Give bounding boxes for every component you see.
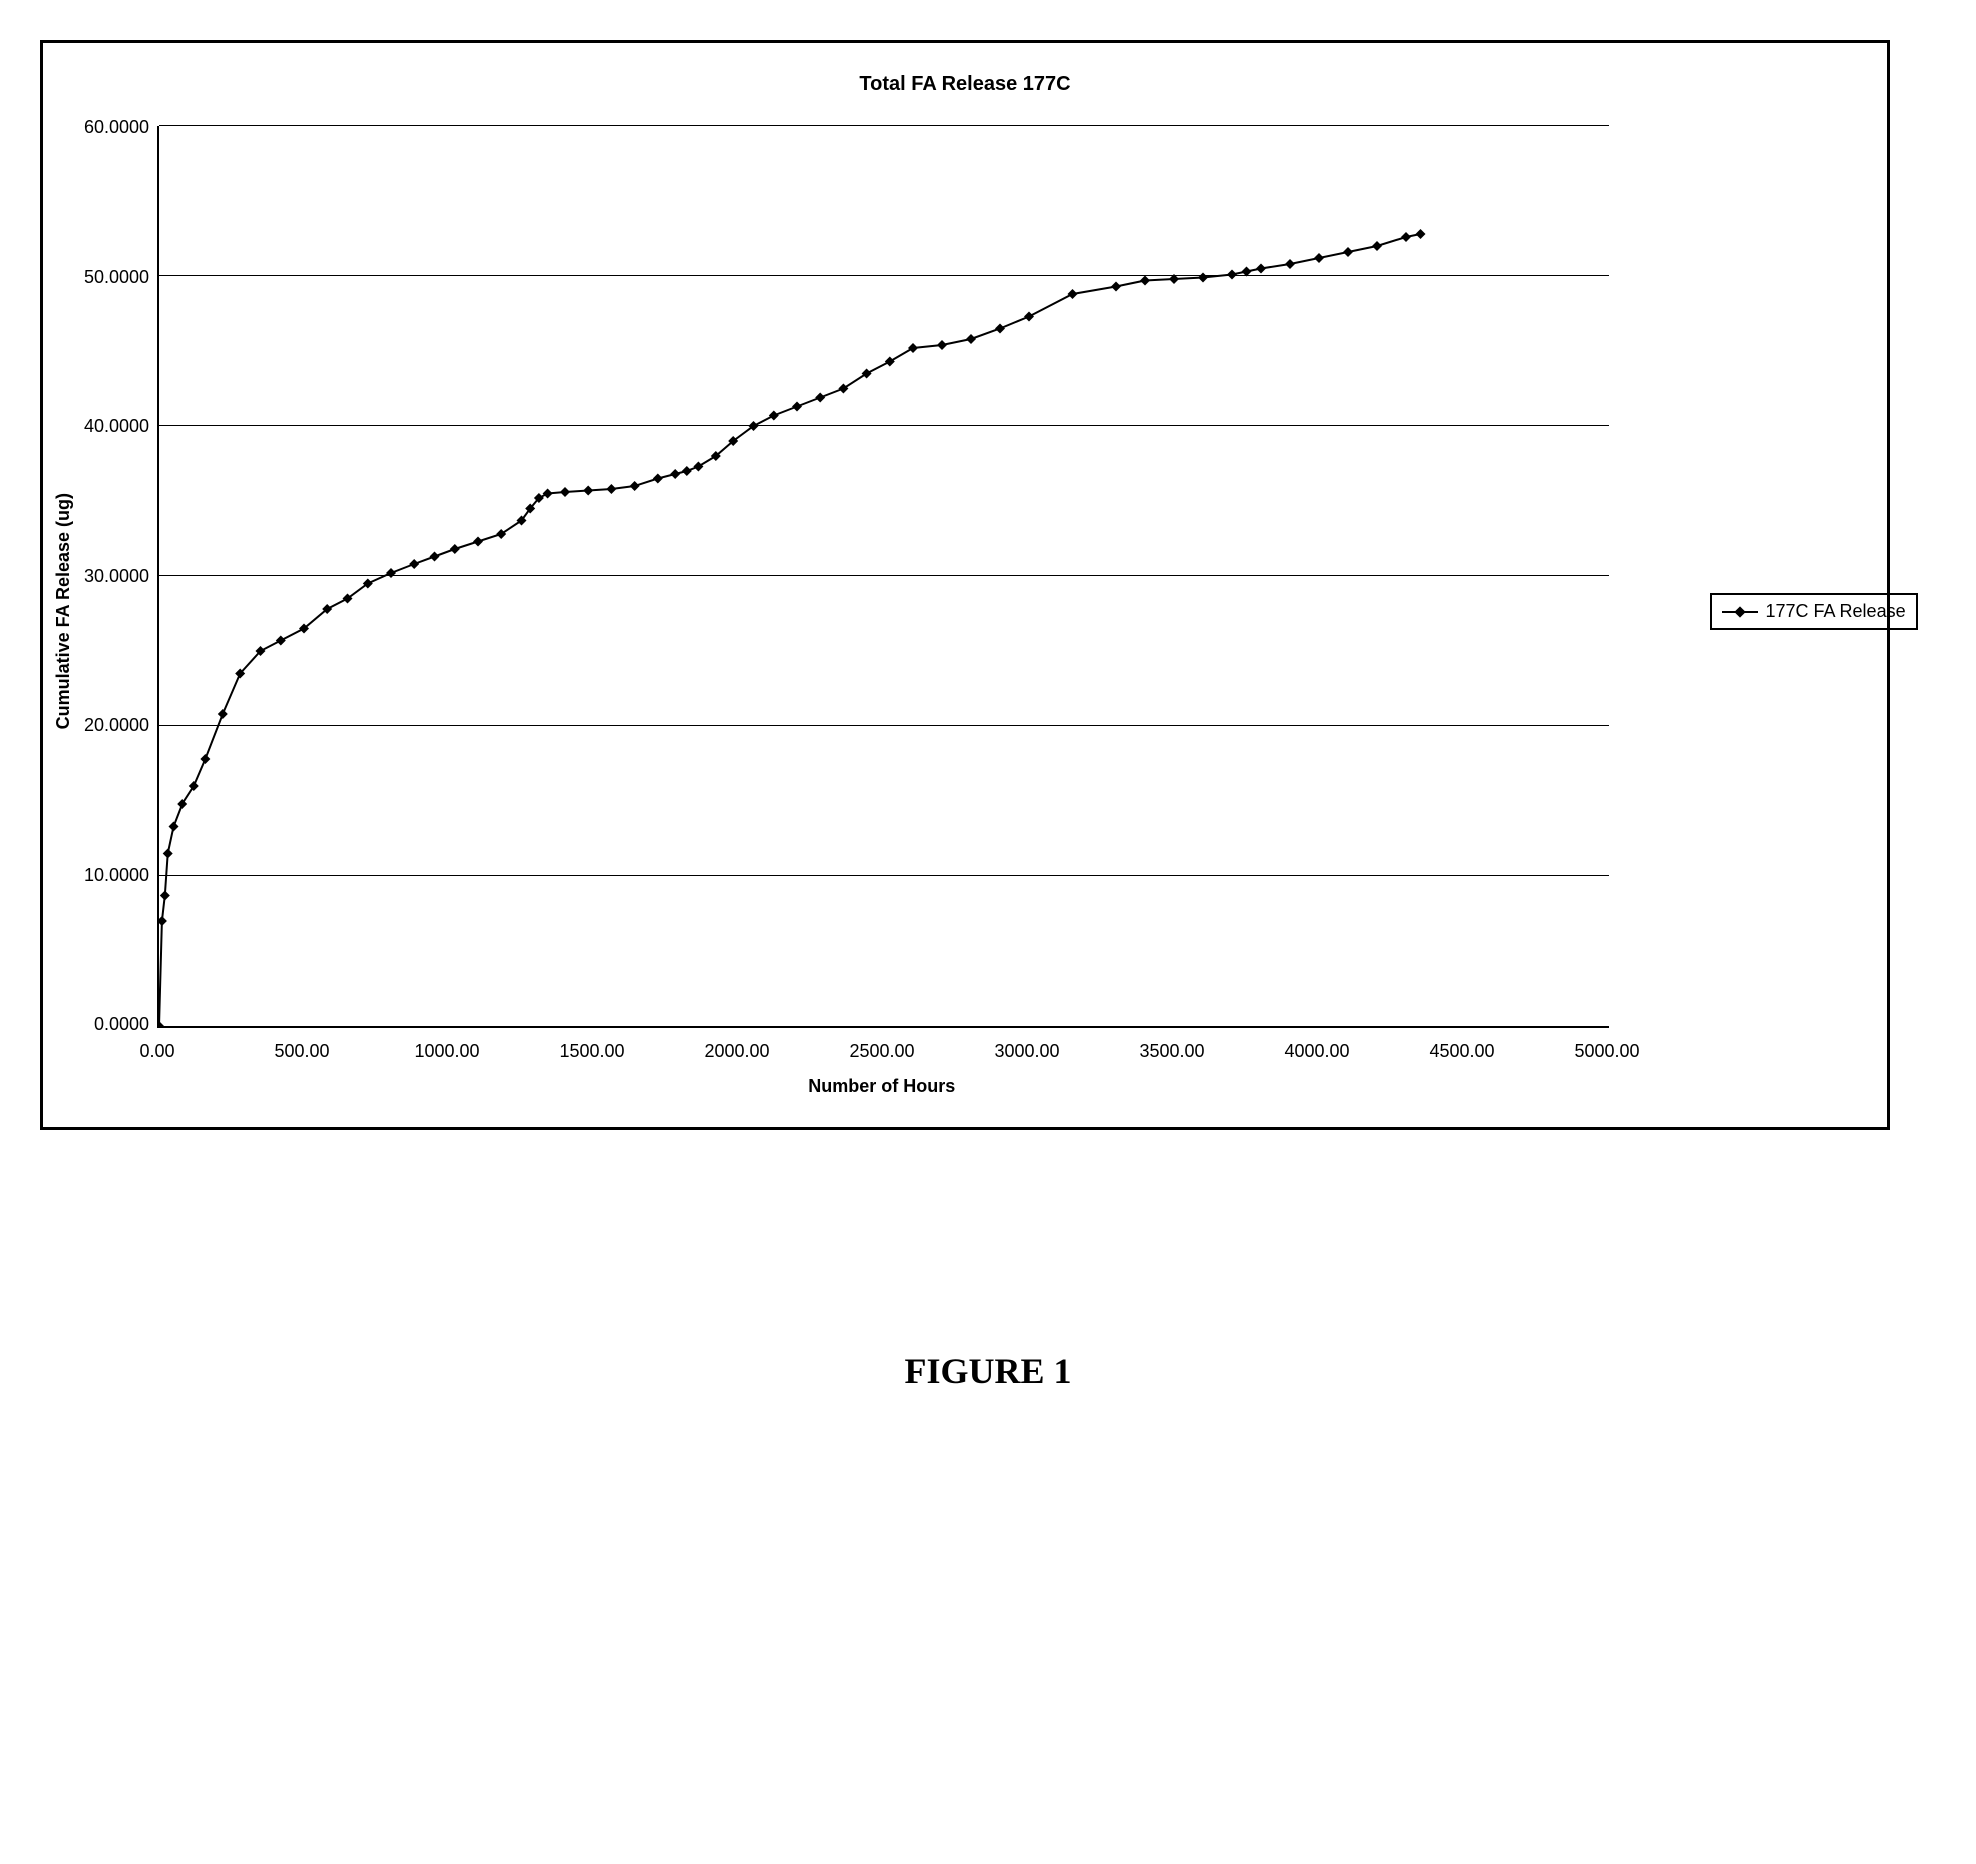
data-marker [177, 799, 187, 809]
gridline [159, 875, 1609, 876]
legend: 177C FA Release [1710, 593, 1918, 630]
data-marker [409, 559, 419, 569]
x-tick-label: 5000.00 [1535, 1041, 1680, 1062]
data-marker [792, 402, 802, 412]
data-marker [218, 709, 228, 719]
x-tick-label: 2500.00 [810, 1041, 955, 1062]
data-marker [966, 334, 976, 344]
plot-svg [159, 126, 1609, 1026]
gridline [159, 425, 1609, 426]
y-axis-label: Cumulative FA Release (ug) [53, 493, 74, 729]
data-marker [1285, 259, 1295, 269]
chart-row: Cumulative FA Release (ug) 60.000050.000… [53, 126, 1877, 1097]
data-marker [1198, 273, 1208, 283]
data-marker [1372, 241, 1382, 251]
data-marker [1343, 247, 1353, 257]
data-marker [653, 474, 663, 484]
x-tick-label: 0.00 [85, 1041, 230, 1062]
data-marker [1140, 276, 1150, 286]
x-tick-label: 3000.00 [955, 1041, 1100, 1062]
data-marker [276, 636, 286, 646]
x-tick-label: 2000.00 [665, 1041, 810, 1062]
data-marker [838, 384, 848, 394]
data-marker [769, 411, 779, 421]
y-tick-column: 60.0000 50.0000 40.0000 30.0000 20.0000 10.00… [84, 117, 149, 1035]
x-tick-label: 4000.00 [1245, 1041, 1390, 1062]
data-marker [200, 754, 210, 764]
data-marker [606, 484, 616, 494]
data-marker [543, 489, 553, 499]
data-marker [386, 568, 396, 578]
y-tick-label: 40.0000 [84, 416, 149, 437]
data-marker [169, 822, 179, 832]
y-tick-label: 0.0000 [84, 1014, 149, 1035]
data-marker [450, 544, 460, 554]
x-tick-label: 1500.00 [520, 1041, 665, 1062]
figure-caption: FIGURE 1 [40, 1350, 1936, 1392]
x-axis-label: Number of Hours [84, 1076, 1680, 1097]
data-marker [682, 466, 692, 476]
data-marker [1111, 282, 1121, 292]
legend-marker-icon [1722, 605, 1758, 619]
data-marker [159, 1021, 164, 1026]
data-marker [1314, 253, 1324, 263]
gridline [159, 275, 1609, 276]
x-tick-label: 500.00 [230, 1041, 375, 1062]
data-marker [1024, 312, 1034, 322]
data-marker [430, 552, 440, 562]
data-marker [693, 462, 703, 472]
data-marker [862, 369, 872, 379]
legend-label: 177C FA Release [1766, 601, 1906, 622]
data-marker [189, 781, 199, 791]
x-tick-label: 3500.00 [1100, 1041, 1245, 1062]
y-tick-label: 30.0000 [84, 566, 149, 587]
y-tick-label: 10.0000 [84, 865, 149, 886]
chart-frame: Total FA Release 177C Cumulative FA Rele… [40, 40, 1890, 1130]
data-marker [159, 916, 167, 926]
data-marker [583, 486, 593, 496]
data-marker [163, 849, 173, 859]
data-marker [937, 340, 947, 350]
data-marker [160, 891, 170, 901]
data-marker [1068, 289, 1078, 299]
data-marker [1256, 264, 1266, 274]
data-marker [1401, 232, 1411, 242]
x-tick-label: 4500.00 [1390, 1041, 1535, 1062]
x-tick-label: 1000.00 [375, 1041, 520, 1062]
series-line [159, 234, 1421, 1026]
y-tick-label: 50.0000 [84, 267, 149, 288]
y-tick-label: 60.0000 [84, 117, 149, 138]
data-marker [1416, 229, 1426, 239]
x-tick-row: 0.00500.001000.001500.002000.002500.0030… [12, 1041, 1680, 1062]
y-tick-label: 20.0000 [84, 715, 149, 736]
gridline [159, 575, 1609, 576]
data-marker [670, 469, 680, 479]
plot-area [157, 126, 1609, 1028]
chart-title: Total FA Release 177C [53, 73, 1877, 96]
plot-wrap: 60.000050.000040.000030.000020.000010.00… [84, 126, 1680, 1035]
chart-column: 60.000050.000040.000030.000020.000010.00… [84, 126, 1680, 1097]
data-marker [815, 393, 825, 403]
data-marker [630, 481, 640, 491]
data-marker [885, 357, 895, 367]
gridline [159, 725, 1609, 726]
data-marker [560, 487, 570, 497]
data-marker [473, 537, 483, 547]
data-marker [908, 343, 918, 353]
data-marker [995, 324, 1005, 334]
gridline [159, 125, 1609, 126]
